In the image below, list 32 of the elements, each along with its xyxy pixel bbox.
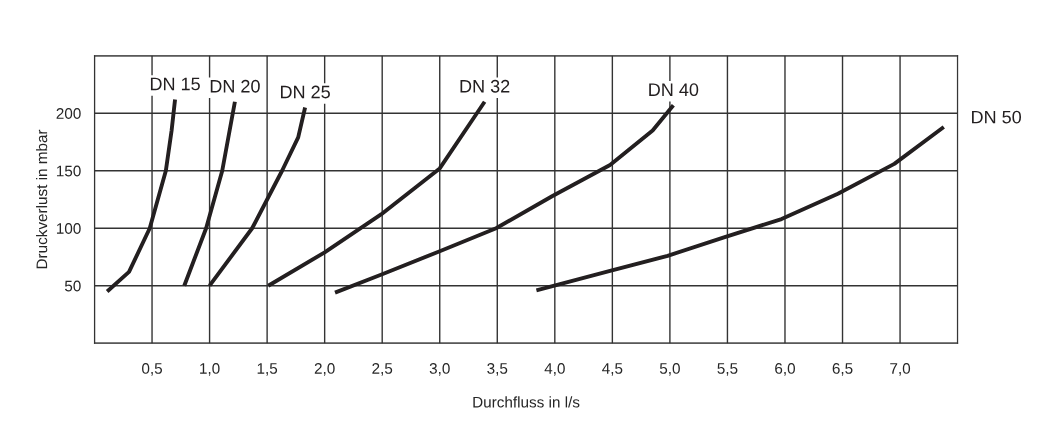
y-tick-label: 150 [56,165,81,177]
series-label: DN 25 [280,85,330,99]
x-axis-title: Durchfluss in l/s [473,396,580,408]
series-label: DN 20 [210,79,260,93]
y-tick-label: 200 [56,108,81,119]
x-tick-label: 1,5 [257,363,278,376]
line-series [105,97,178,294]
series-label: DN 15 [150,77,200,91]
line-series [333,103,676,295]
y-tick-label: 100 [56,223,81,234]
series-label: DN 32 [460,79,510,93]
y-tick-label: 50 [64,280,81,292]
x-tick-label: 3,5 [487,363,508,376]
x-tick-label: 4,5 [602,363,623,376]
x-tick-label: 7,0 [890,363,911,376]
x-tick-label: 1,0 [200,363,220,376]
x-tick-label: 3,0 [429,363,450,376]
series-label: DN 40 [649,83,699,97]
x-tick-label: 5,5 [717,363,738,376]
line-series [207,105,308,288]
x-tick-label: 6,5 [832,363,853,376]
x-tick-label: 5,0 [659,363,680,376]
x-tick-label: 2,5 [372,363,393,376]
series-label: DN 50 [972,110,1022,124]
x-tick-label: 4,0 [544,363,565,376]
line-series [182,99,237,288]
x-tick-label: 6,0 [775,363,795,376]
line-series [266,99,487,288]
y-axis-title: Druckverlust in mbar [36,129,48,269]
x-tick-label: 2,0 [314,363,335,376]
x-tick-label: 0,5 [142,363,163,376]
line-series [534,125,946,293]
